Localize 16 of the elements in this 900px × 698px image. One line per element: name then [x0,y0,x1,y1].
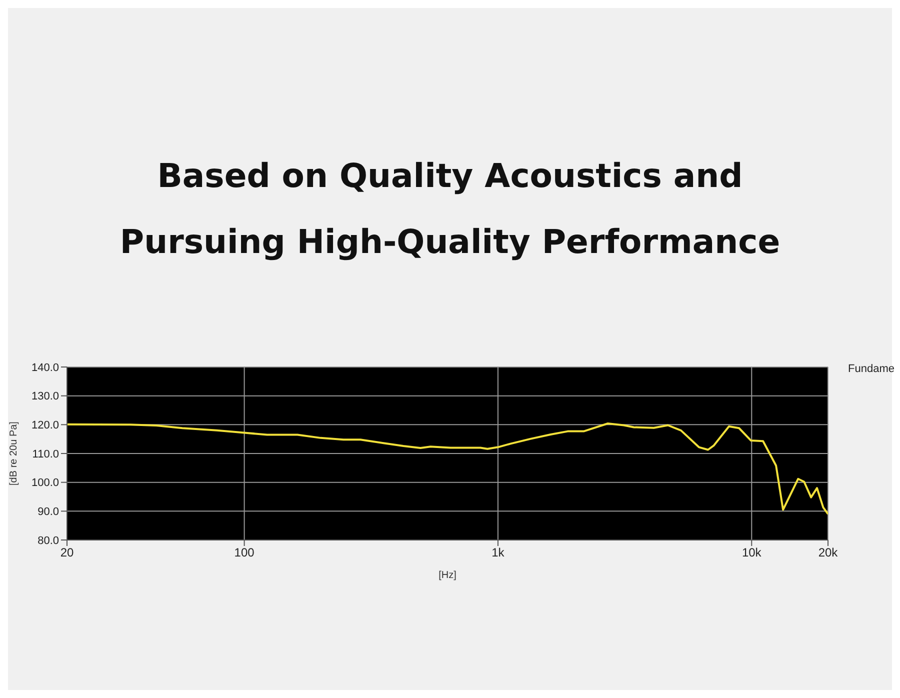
y-tick-label: 80.0 [38,534,59,547]
y-tick-label: 140.0 [31,362,59,374]
x-tick-label: 100 [234,546,255,560]
text: Fundame [848,363,894,375]
y-tick-label: 100.0 [31,477,59,490]
x-tick-label: 10k [742,546,762,560]
chart-title: Based on Quality Acoustics and Pursuing High-Quality Performance [118,155,782,263]
y-tick-label: 90.0 [38,506,59,518]
y-axis-title: [dB re 20u Pa] [8,421,20,486]
x-tick-label: 20k [818,546,839,560]
y-tick-label: 120.0 [31,420,59,432]
y-tick-label: 130.0 [31,390,59,403]
y-tick-label: 110.0 [32,448,59,460]
x-tick-label: 1k [492,546,506,560]
x-tick-label: 20 [60,546,74,560]
x-axis-title: [Hz] [438,570,457,581]
